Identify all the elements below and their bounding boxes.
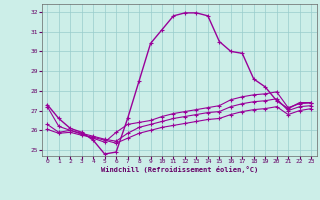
X-axis label: Windchill (Refroidissement éolien,°C): Windchill (Refroidissement éolien,°C) (100, 166, 258, 173)
